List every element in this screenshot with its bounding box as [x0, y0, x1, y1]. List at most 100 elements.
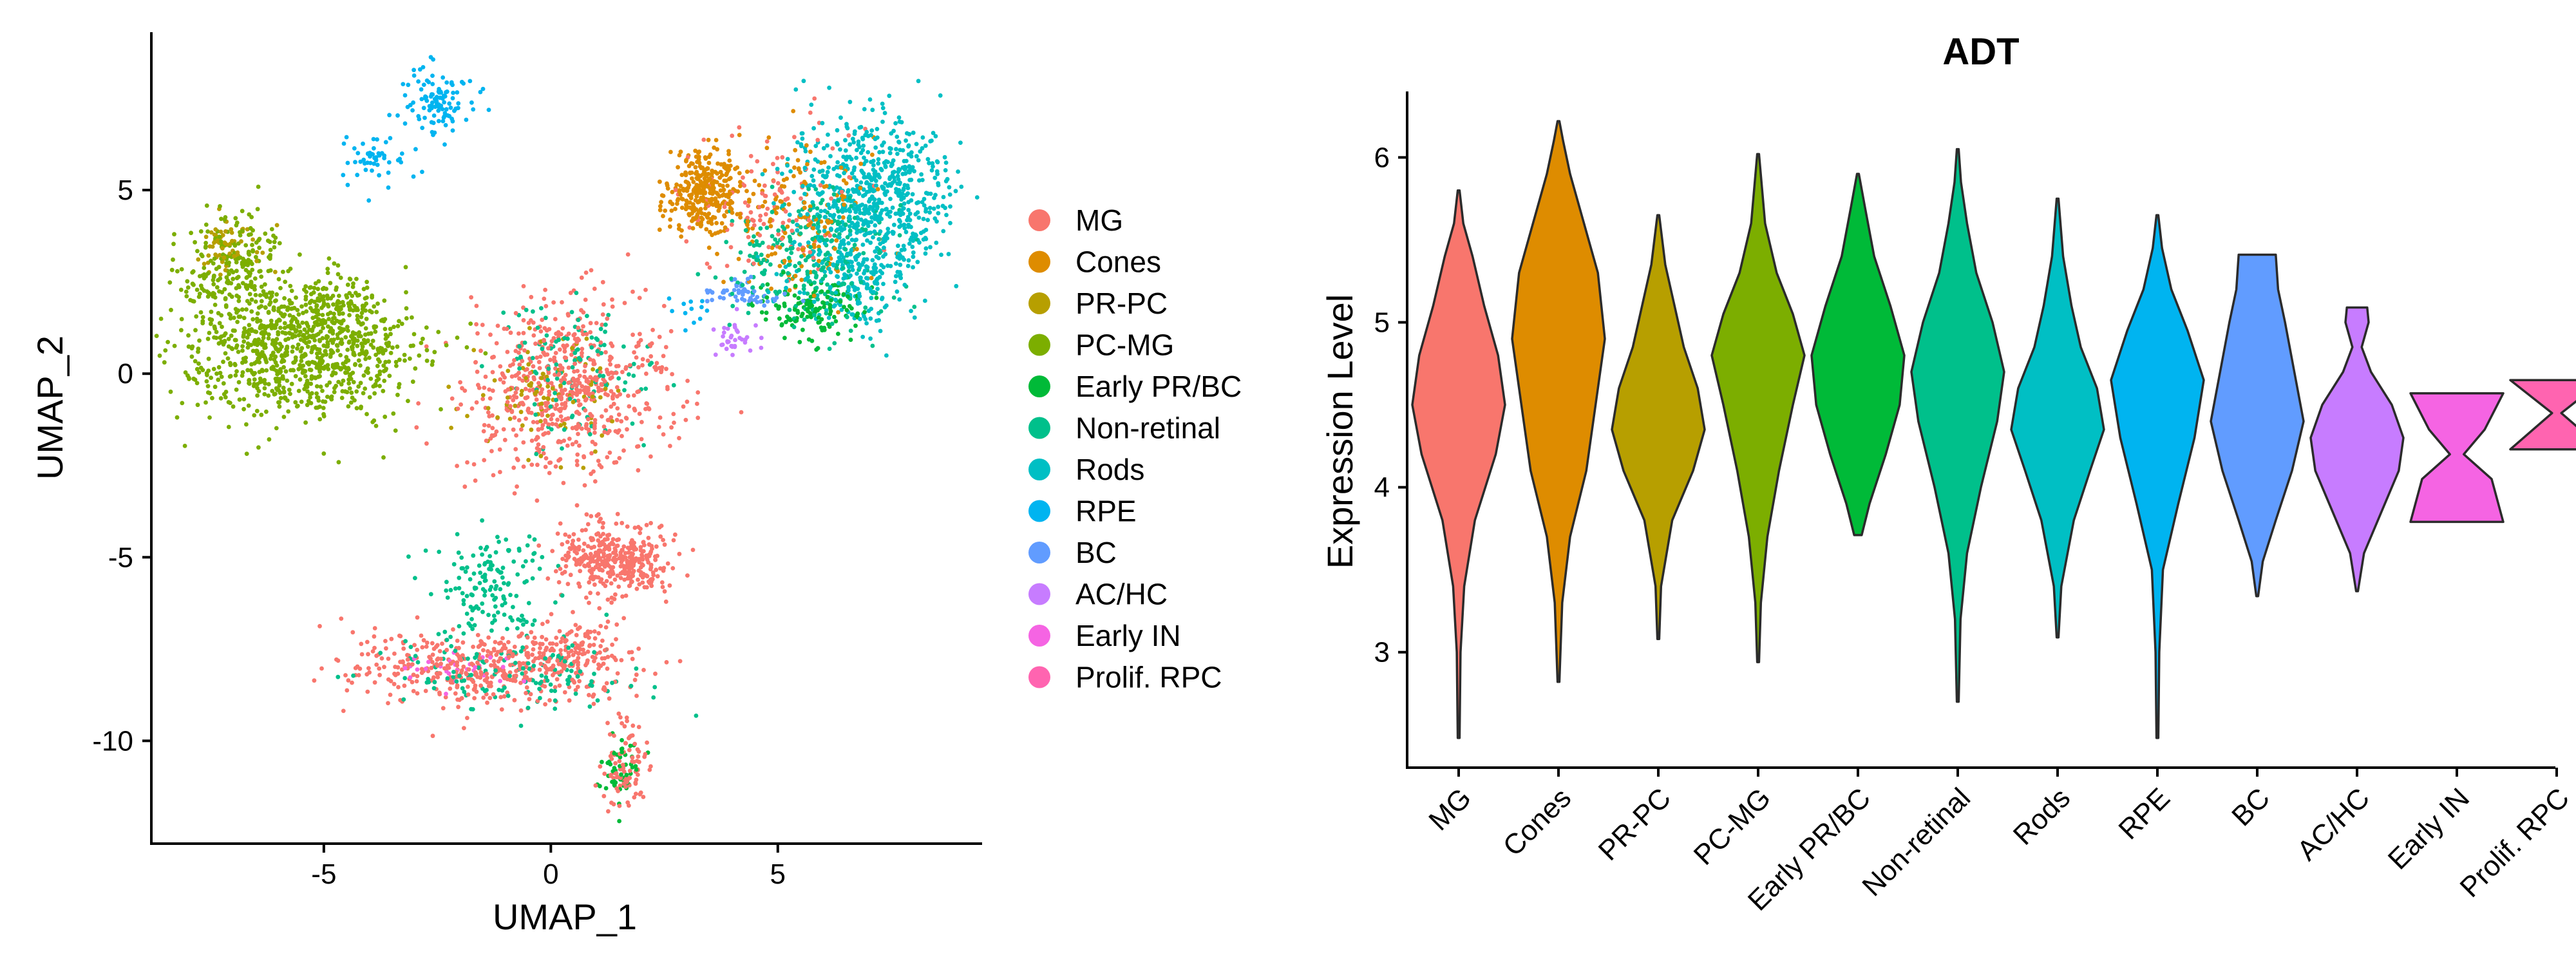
umap-point — [560, 446, 564, 451]
umap-point — [834, 265, 839, 270]
umap-point — [432, 679, 437, 685]
umap-point — [246, 403, 251, 408]
umap-point — [703, 171, 708, 176]
umap-point — [791, 174, 796, 178]
umap-point — [939, 252, 943, 257]
umap-point — [436, 89, 441, 94]
umap-point — [875, 127, 880, 131]
umap-point — [721, 296, 726, 301]
umap-point — [912, 305, 917, 309]
umap-point — [272, 240, 277, 245]
umap-point — [773, 197, 778, 202]
umap-point — [410, 315, 414, 320]
umap-point — [605, 597, 611, 602]
umap-point — [690, 176, 694, 181]
umap-point — [325, 270, 330, 276]
umap-point — [748, 242, 752, 247]
umap-point — [694, 194, 699, 199]
umap-point — [459, 79, 464, 84]
umap-point — [829, 238, 835, 243]
umap-point — [430, 641, 435, 646]
umap-point — [488, 655, 493, 660]
umap-point — [221, 359, 225, 365]
umap-point — [827, 346, 832, 351]
umap-point — [813, 144, 819, 149]
umap-point — [247, 292, 252, 297]
umap-point — [574, 562, 579, 567]
umap-point — [393, 428, 398, 433]
umap-point — [488, 680, 493, 685]
umap-point — [486, 423, 491, 428]
umap-point — [933, 134, 938, 138]
umap-point — [391, 411, 396, 416]
umap-point — [576, 431, 580, 437]
umap-point — [301, 363, 306, 368]
umap-point — [640, 575, 645, 580]
umap-point — [805, 269, 810, 274]
umap-point — [621, 616, 627, 621]
umap-point — [237, 285, 242, 290]
umap-point — [826, 132, 830, 137]
umap-point — [589, 451, 594, 456]
umap-point — [336, 460, 341, 465]
umap-point — [301, 333, 307, 337]
umap-point — [336, 658, 341, 663]
umap-point — [323, 399, 328, 404]
umap-point — [518, 649, 524, 654]
umap-point — [601, 793, 607, 799]
umap-point — [379, 656, 384, 661]
umap-point — [874, 296, 879, 300]
umap-point — [616, 388, 621, 393]
umap-point — [817, 306, 822, 310]
umap-point — [737, 125, 742, 130]
umap-point — [366, 652, 370, 657]
umap-point — [493, 604, 498, 609]
umap-point — [661, 354, 666, 359]
umap-point — [348, 400, 354, 405]
umap-point — [931, 131, 936, 135]
umap-point — [685, 573, 690, 578]
umap-point — [721, 279, 726, 285]
umap-point — [762, 168, 768, 173]
umap-point — [456, 101, 461, 106]
umap-point — [500, 665, 506, 670]
umap-point — [638, 791, 643, 797]
umap-point — [274, 426, 279, 431]
umap-point — [302, 327, 307, 332]
umap-point — [274, 363, 279, 368]
umap-point — [240, 348, 245, 353]
umap-point — [525, 635, 530, 640]
umap-point — [420, 169, 424, 175]
umap-point — [306, 381, 311, 386]
umap-point — [860, 147, 866, 153]
umap-point — [845, 155, 849, 160]
umap-point — [399, 321, 404, 327]
umap-point — [554, 331, 558, 336]
umap-point — [393, 359, 399, 365]
umap-point — [355, 173, 360, 178]
umap-point — [233, 337, 238, 343]
umap-point — [742, 183, 747, 188]
umap-point — [846, 241, 851, 246]
umap-point — [577, 402, 582, 408]
umap-point — [755, 159, 760, 164]
umap-point — [301, 310, 305, 316]
umap-point — [665, 181, 669, 186]
umap-point — [554, 642, 559, 647]
umap-point — [863, 317, 868, 321]
umap-point — [446, 384, 451, 389]
umap-point — [573, 691, 578, 696]
umap-point — [540, 621, 545, 627]
umap-point — [703, 155, 708, 160]
umap-point — [633, 781, 638, 786]
umap-point — [463, 569, 468, 574]
umap-point — [724, 263, 730, 269]
umap-point — [797, 290, 802, 295]
umap-point — [801, 79, 806, 84]
umap-point — [383, 414, 388, 419]
umap-point — [594, 378, 599, 383]
umap-point — [542, 338, 547, 343]
umap-point — [862, 269, 867, 273]
umap-point — [553, 706, 558, 711]
umap-point — [252, 276, 258, 281]
